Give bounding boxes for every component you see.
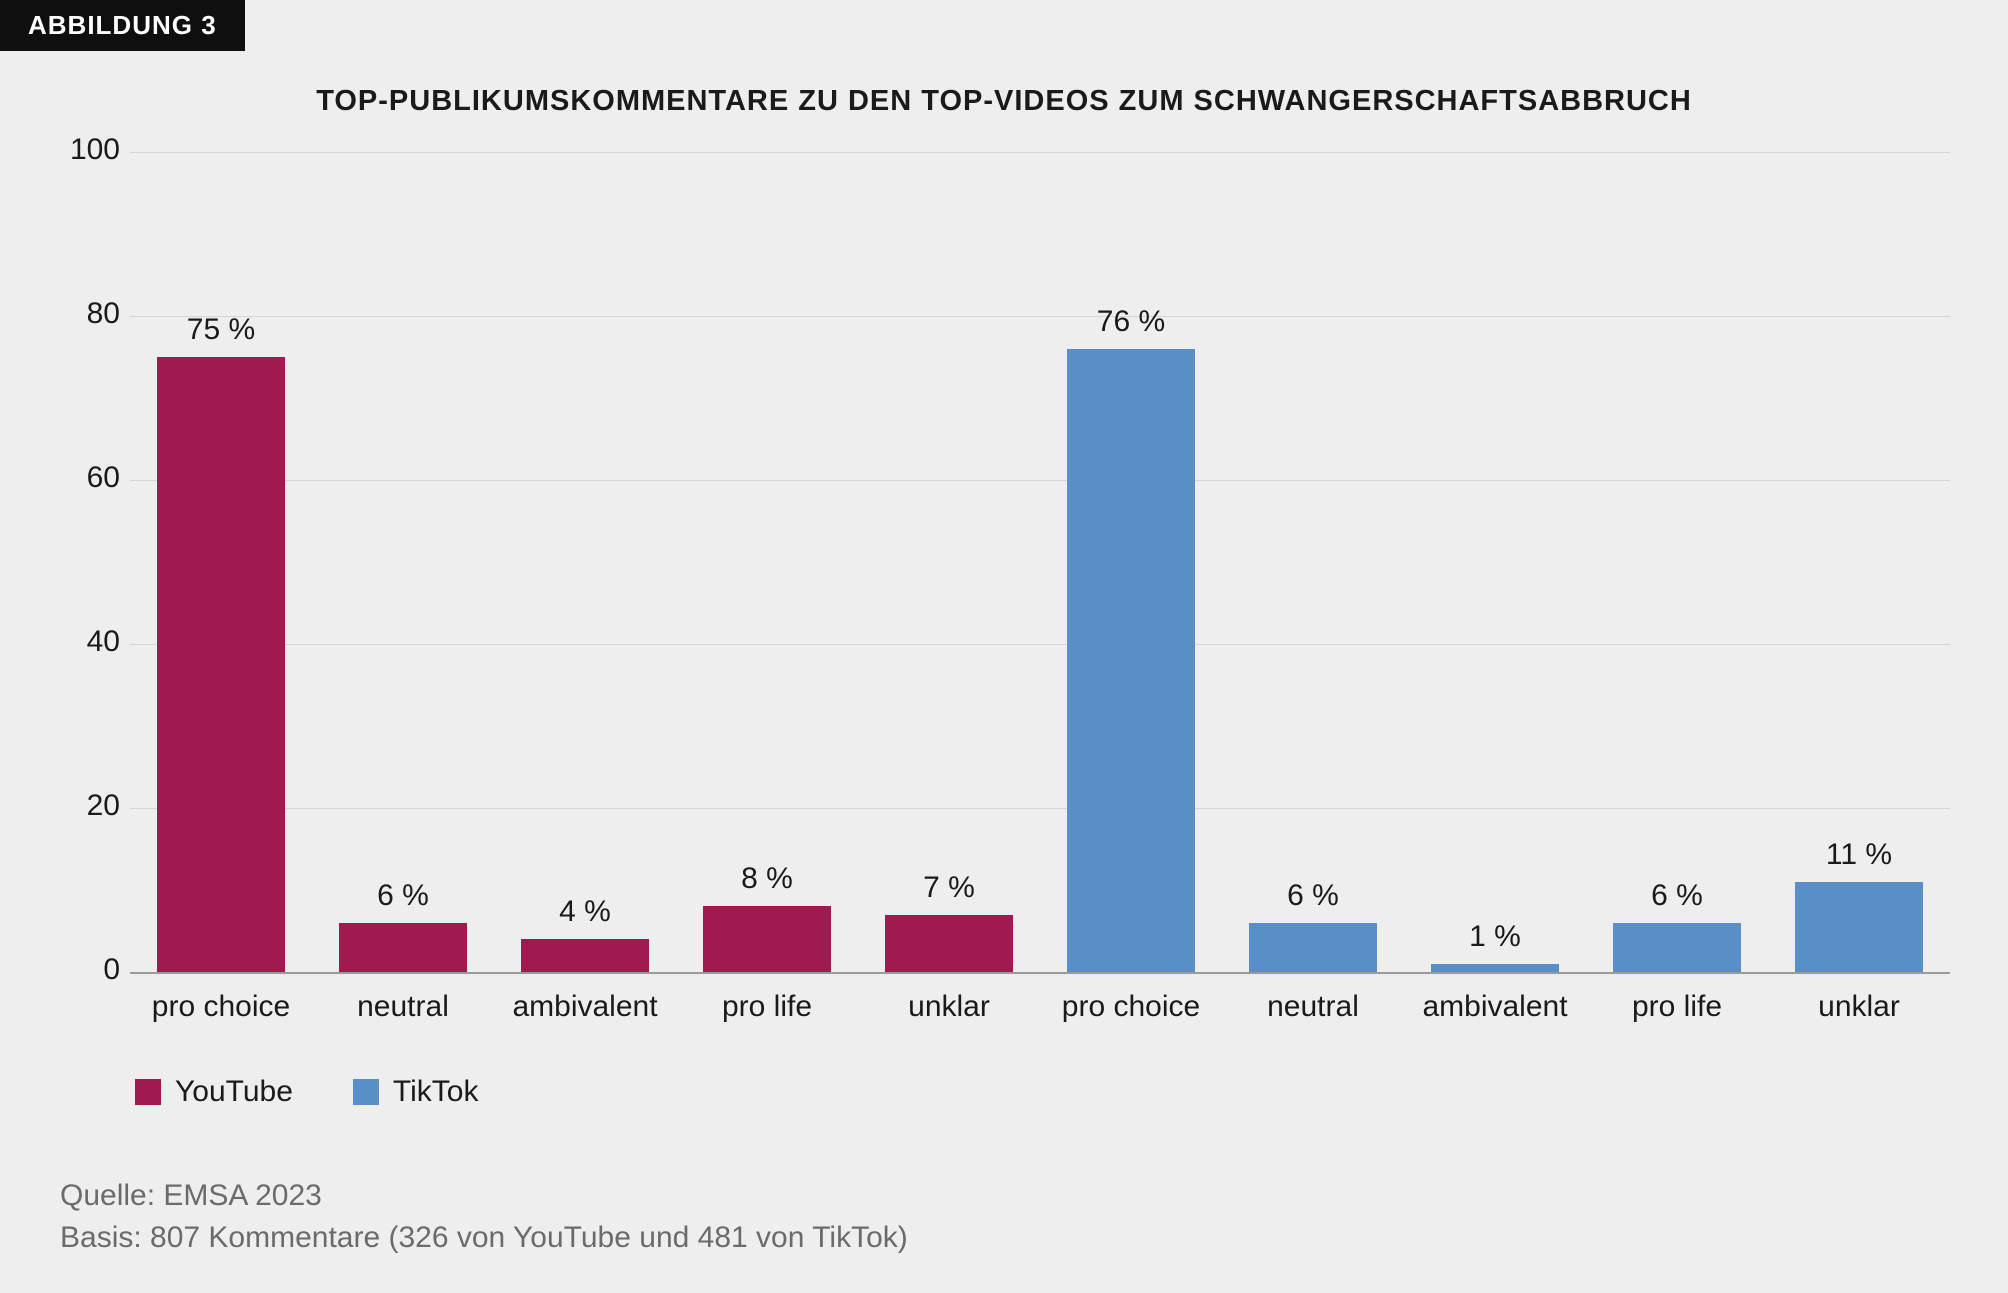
bar bbox=[521, 939, 649, 972]
gridline bbox=[130, 808, 1950, 809]
gridline bbox=[130, 644, 1950, 645]
bar bbox=[339, 923, 467, 972]
bar bbox=[703, 906, 831, 972]
chart-title: TOP-PUBLIKUMSKOMMENTARE ZU DEN TOP-VIDEO… bbox=[0, 85, 2008, 118]
legend: YouTube TikTok bbox=[135, 1075, 478, 1109]
bar bbox=[885, 915, 1013, 972]
gridline bbox=[130, 152, 1950, 153]
y-tick-label: 40 bbox=[50, 625, 120, 659]
bar bbox=[157, 357, 285, 972]
bar bbox=[1431, 964, 1559, 972]
category-label: pro life bbox=[676, 990, 858, 1024]
y-tick-label: 60 bbox=[50, 461, 120, 495]
legend-label: YouTube bbox=[175, 1075, 293, 1109]
bar-value-label: 8 % bbox=[676, 862, 858, 896]
legend-label: TikTok bbox=[393, 1075, 479, 1109]
bar-value-label: 6 % bbox=[312, 879, 494, 913]
footnote-line: Basis: 807 Kommentare (326 von YouTube u… bbox=[60, 1217, 908, 1259]
category-label: pro life bbox=[1586, 990, 1768, 1024]
category-label: ambivalent bbox=[1404, 990, 1586, 1024]
bar bbox=[1067, 349, 1195, 972]
bar-value-label: 7 % bbox=[858, 871, 1040, 905]
legend-swatch bbox=[135, 1079, 161, 1105]
bar-value-label: 11 % bbox=[1768, 838, 1950, 872]
bar-value-label: 75 % bbox=[130, 313, 312, 347]
y-tick-label: 0 bbox=[50, 953, 120, 987]
gridline bbox=[130, 480, 1950, 481]
bar-value-label: 6 % bbox=[1586, 879, 1768, 913]
bar bbox=[1249, 923, 1377, 972]
bar bbox=[1795, 882, 1923, 972]
y-tick-label: 100 bbox=[50, 133, 120, 167]
bar-value-label: 1 % bbox=[1404, 920, 1586, 954]
bar-value-label: 6 % bbox=[1222, 879, 1404, 913]
category-label: pro choice bbox=[1040, 990, 1222, 1024]
category-label: ambivalent bbox=[494, 990, 676, 1024]
legend-swatch bbox=[353, 1079, 379, 1105]
category-label: pro choice bbox=[130, 990, 312, 1024]
figure-tag: ABBILDUNG 3 bbox=[0, 0, 245, 51]
chart-panel: ABBILDUNG 3 TOP-PUBLIKUMSKOMMENTARE ZU D… bbox=[0, 0, 2008, 1293]
y-tick-label: 80 bbox=[50, 297, 120, 331]
bar-value-label: 76 % bbox=[1040, 305, 1222, 339]
legend-item: TikTok bbox=[353, 1075, 479, 1109]
footnotes: Quelle: EMSA 2023Basis: 807 Kommentare (… bbox=[60, 1175, 908, 1259]
bar bbox=[1613, 923, 1741, 972]
footnote-line: Quelle: EMSA 2023 bbox=[60, 1175, 908, 1217]
category-label: neutral bbox=[312, 990, 494, 1024]
category-label: unklar bbox=[858, 990, 1040, 1024]
category-label: unklar bbox=[1768, 990, 1950, 1024]
figure-tag-label: ABBILDUNG 3 bbox=[28, 10, 217, 40]
y-tick-label: 20 bbox=[50, 789, 120, 823]
legend-item: YouTube bbox=[135, 1075, 293, 1109]
category-label: neutral bbox=[1222, 990, 1404, 1024]
bar-value-label: 4 % bbox=[494, 895, 676, 929]
plot-area: 02040608010075 %pro choice6 %neutral4 %a… bbox=[130, 152, 1950, 972]
gridline bbox=[130, 972, 1950, 974]
